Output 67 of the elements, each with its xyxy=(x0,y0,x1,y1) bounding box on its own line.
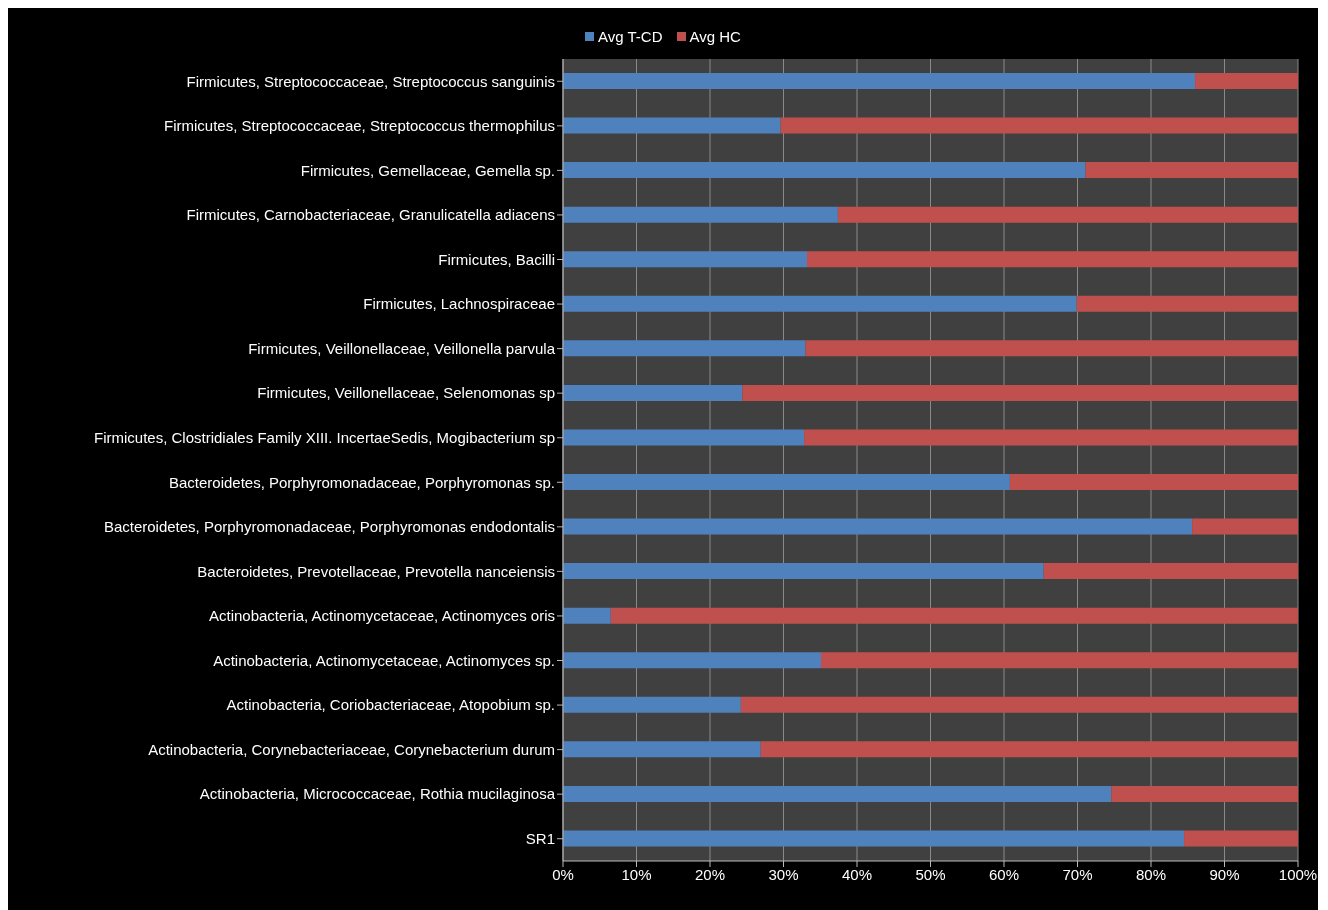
bar xyxy=(1184,830,1298,847)
y-tick-label: Firmicutes, Gemellaceae, Gemella sp. xyxy=(300,161,555,179)
x-tick-label: 80% xyxy=(1135,865,1167,883)
y-tick-label: Firmicutes, Veillonellaceae, Veillonella parvula xyxy=(248,339,556,357)
y-tick-label: Actinobacteria, Coriobacteriaceae, Atopobium sp. xyxy=(226,696,555,714)
y-tick-label: Firmicutes, Streptococcaceae, Streptococcus thermophilus xyxy=(163,117,555,135)
x-tick-label: 70% xyxy=(1062,865,1093,883)
bar xyxy=(1111,785,1298,802)
bar xyxy=(610,607,1298,624)
y-tick-label: Firmicutes, Veillonellaceae, Selenomonas sp xyxy=(257,384,555,402)
x-tick-label: 20% xyxy=(694,865,726,883)
bar xyxy=(1195,73,1298,89)
bar xyxy=(563,429,805,446)
bar xyxy=(804,429,1298,446)
y-tick-label: Firmicutes, Lachnospiraceae xyxy=(363,295,555,313)
y-tick-label: Firmicutes, Clostridiales Family XIII. IncertaeSedis, Mogibacterium sp xyxy=(94,429,555,447)
bar xyxy=(563,206,838,223)
y-tick-label: Firmicutes, Bacilli xyxy=(438,250,555,268)
bar xyxy=(1085,162,1298,179)
x-tick-label: 30% xyxy=(768,865,799,883)
x-tick-label: 100% xyxy=(1278,865,1318,883)
legend-label: Avg HC xyxy=(688,28,741,45)
bar xyxy=(780,117,1298,134)
bar xyxy=(807,251,1298,268)
x-tick-label: 50% xyxy=(915,865,946,883)
bar xyxy=(563,340,806,357)
bar xyxy=(563,696,741,713)
bar xyxy=(563,785,1112,802)
bar xyxy=(563,652,821,669)
bar xyxy=(563,117,781,134)
bar xyxy=(1076,295,1298,312)
bar xyxy=(563,830,1185,847)
x-tick-label: 40% xyxy=(841,865,873,883)
bar xyxy=(1192,518,1298,535)
bar xyxy=(563,295,1077,312)
y-tick-label: SR1 xyxy=(525,830,555,848)
x-tick-label: 90% xyxy=(1209,865,1240,883)
bar xyxy=(563,741,761,758)
y-tick-label: Bacteroidetes, Prevotellaceae, Prevotella nanceiensis xyxy=(197,562,555,580)
bar xyxy=(805,340,1298,357)
bar xyxy=(563,384,743,401)
y-tick-label: Firmicutes, Streptococcaceae, Streptococcus sanguinis xyxy=(186,72,555,90)
bar xyxy=(837,206,1298,223)
bar xyxy=(563,563,1044,580)
bar xyxy=(1009,474,1298,490)
y-tick-label: Actinobacteria, Micrococcaceae, Rothia mucilaginosa xyxy=(199,785,556,803)
y-tick-label: Bacteroidetes, Porphyromonadaceae, Porphyromonas sp. xyxy=(168,473,555,491)
bar xyxy=(1043,563,1298,580)
bar xyxy=(742,384,1298,401)
y-tick-label: Actinobacteria, Actinomycetaceae, Actinomyces oris xyxy=(209,607,555,625)
bar xyxy=(740,696,1298,713)
x-tick-label: 10% xyxy=(621,865,652,883)
bar xyxy=(563,162,1086,179)
x-tick-label: 0% xyxy=(552,865,574,883)
bar xyxy=(563,73,1196,89)
y-tick-label: Firmicutes, Carnobacteriaceae, Granulicatella adiacens xyxy=(186,206,555,224)
bar xyxy=(563,474,1010,490)
bar xyxy=(563,607,611,624)
bar xyxy=(760,741,1298,758)
x-tick-label: 60% xyxy=(988,865,1020,883)
y-tick-label: Bacteroidetes, Porphyromonadaceae, Porphyromonas endodontalis xyxy=(103,518,555,536)
bar xyxy=(820,652,1298,669)
legend-label: Avg T-CD xyxy=(597,28,663,45)
bar xyxy=(563,518,1193,535)
y-tick-label: Actinobacteria, Corynebacteriaceae, Corynebacterium durum xyxy=(148,740,555,758)
bar xyxy=(563,251,808,268)
y-tick-label: Actinobacteria, Actinomycetaceae, Actinomyces sp. xyxy=(213,651,555,669)
